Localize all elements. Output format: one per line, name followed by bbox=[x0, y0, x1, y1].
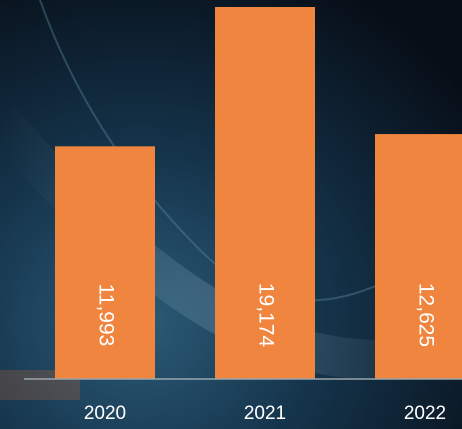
background-texture bbox=[39, 0, 462, 302]
plot: 11,993 19,174 12,625 bbox=[55, 7, 462, 379]
bar bbox=[215, 7, 315, 379]
value-label: 11,993 bbox=[94, 284, 117, 347]
x-tick-label: 2021 bbox=[244, 403, 286, 424]
value-label: 19,174 bbox=[254, 283, 277, 348]
bar bbox=[55, 146, 155, 379]
x-tick-label: 2022 bbox=[404, 403, 446, 424]
bar bbox=[375, 134, 462, 379]
x-tick-label: 2020 bbox=[84, 403, 126, 424]
value-label: 12,625 bbox=[414, 283, 437, 347]
